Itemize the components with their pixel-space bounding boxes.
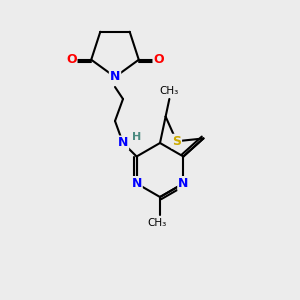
Text: N: N	[110, 70, 120, 83]
Text: O: O	[66, 53, 76, 66]
Text: H: H	[132, 132, 142, 142]
Text: S: S	[172, 135, 181, 148]
Text: CH₃: CH₃	[147, 218, 167, 228]
Text: O: O	[154, 53, 164, 66]
Text: N: N	[178, 177, 189, 190]
Text: N: N	[131, 177, 142, 190]
Text: N: N	[118, 136, 128, 149]
Text: CH₃: CH₃	[160, 86, 179, 96]
